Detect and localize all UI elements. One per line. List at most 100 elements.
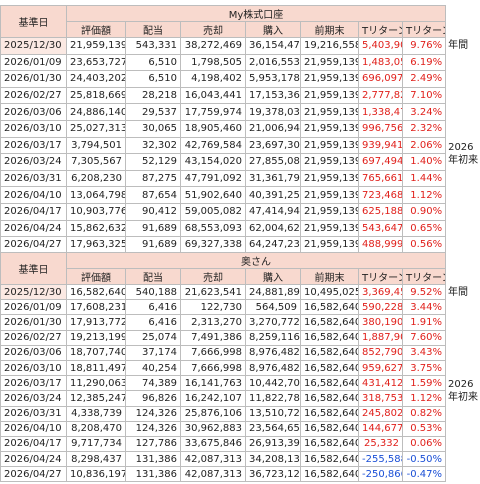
value-cell: 21,959,139 — [300, 70, 359, 88]
value-cell: 21,959,139 — [300, 186, 359, 204]
date-cell: 2026/03/06 — [0, 344, 67, 361]
value-cell: 23,564,652 — [245, 420, 301, 437]
value-cell: 3.43% — [401, 344, 447, 361]
date-cell: 2026/04/10 — [0, 186, 67, 204]
value-cell: 7.60% — [401, 329, 447, 346]
value-cell: 19,216,558 — [300, 37, 359, 55]
data-table: 基準日奥さん評価額配当売却購入前期末TリターンTリターン%2025/12/301… — [0, 252, 480, 483]
title-row: 基準日 奥さん — [0, 252, 480, 285]
data-row: 2026/03/10 18,811,497 40,254 7,666,998 8,976… — [0, 359, 480, 377]
value-cell: 25,027,313 — [66, 119, 126, 138]
value-cell: 21,959,139 — [300, 169, 359, 188]
value-cell: 3,369,452 — [358, 283, 403, 301]
ytd-label-line: 年初来 — [448, 154, 479, 166]
date-cell: 2026/02/27 — [0, 329, 67, 346]
value-cell: 23,653,727 — [66, 53, 126, 72]
value-cell: 1,798,505 — [180, 53, 246, 72]
data-row: 2026/03/06 24,886,140 29,537 17,759,974 19,3… — [0, 103, 480, 121]
value-cell: 131,386 — [125, 466, 181, 483]
value-cell: 2.06% — [401, 136, 447, 155]
data-row: 2026/03/17 3,794,501 32,302 42,769,584 23,69… — [0, 136, 480, 155]
value-cell: 43,154,020 — [180, 153, 246, 171]
value-cell: 96,826 — [125, 390, 181, 407]
date-header: 基準日 — [0, 5, 67, 38]
value-cell: 40,254 — [125, 359, 181, 377]
value-cell: 6,510 — [125, 70, 181, 88]
value-cell: 543,647 — [358, 219, 403, 238]
value-cell: 37,174 — [125, 344, 181, 361]
value-cell: 21,959,139 — [300, 219, 359, 238]
value-cell: 17,913,772 — [66, 314, 126, 331]
value-cell: 2,777,824 — [358, 86, 403, 105]
ytd-label: 2026 年初来 — [446, 54, 480, 253]
data-row: 2025/12/30 21,959,139 543,331 38,272,469 36,… — [0, 37, 480, 55]
date-header: 基準日 — [0, 252, 67, 285]
data-row: 2026/02/27 19,213,199 25,074 7,491,386 8,259… — [0, 329, 480, 346]
data-row: 2026/04/24 8,298,437 131,386 42,087,313 34,2… — [0, 451, 480, 468]
value-cell: 31,361,797 — [245, 169, 301, 188]
date-cell: 2026/04/17 — [0, 435, 67, 453]
value-cell: 0.56% — [401, 236, 447, 254]
data-row: 2026/01/30 17,913,772 6,416 2,313,270 3,270,… — [0, 314, 480, 331]
value-cell: 10,442,709 — [245, 375, 301, 392]
value-cell: 16,582,640 — [66, 283, 126, 301]
value-cell: 19,213,199 — [66, 329, 126, 346]
date-cell: 2026/04/24 — [0, 219, 67, 238]
value-cell: 62,004,628 — [245, 219, 301, 238]
data-row: 2026/04/27 17,963,325 91,689 69,327,338 64,2… — [0, 236, 480, 254]
value-cell: 52,129 — [125, 153, 181, 171]
date-cell: 2026/03/06 — [0, 103, 67, 121]
data-row: 2026/03/10 25,027,313 30,065 18,905,460 21,0… — [0, 119, 480, 138]
data-row: 2026/03/24 12,385,247 96,826 16,242,107 11,8… — [0, 390, 480, 407]
value-cell: 122,730 — [180, 299, 246, 316]
value-cell: 564,509 — [245, 299, 301, 316]
date-cell: 2026/03/24 — [0, 390, 67, 407]
ytd-label-line: 2026 — [448, 141, 474, 153]
data-table: 基準日My株式口座評価額配当売却購入前期末TリターンTリターン%2025/12/… — [0, 5, 480, 254]
value-cell: 24,886,140 — [66, 103, 126, 121]
value-cell: 1.12% — [401, 186, 447, 204]
value-cell: 18,905,460 — [180, 119, 246, 138]
value-cell: 9.76% — [401, 37, 447, 55]
date-cell: 2026/01/09 — [0, 53, 67, 72]
value-cell: 6,510 — [125, 53, 181, 72]
value-cell: 24,881,892 — [245, 283, 301, 301]
value-cell: 47,791,092 — [180, 169, 246, 188]
value-cell: 8,976,482 — [245, 359, 301, 377]
data-row: 2026/04/27 10,836,197 131,386 42,087,313 36,… — [0, 466, 480, 483]
value-cell: -0.47% — [401, 466, 447, 483]
value-cell: 1.12% — [401, 390, 447, 407]
value-cell: 21,959,139 — [300, 153, 359, 171]
column-header: Tリターン% — [401, 268, 447, 285]
date-cell: 2026/02/27 — [0, 86, 67, 105]
value-cell: 30,065 — [125, 119, 181, 138]
value-cell: 11,290,063 — [66, 375, 126, 392]
value-cell: 7,305,567 — [66, 153, 126, 171]
value-cell: 21,959,139 — [66, 37, 126, 55]
data-row: 2026/03/24 7,305,567 52,129 43,154,020 27,85… — [0, 153, 480, 171]
value-cell: 8,259,116 — [245, 329, 301, 346]
value-cell: 431,412 — [358, 375, 403, 392]
value-cell: 0.53% — [401, 420, 447, 437]
value-cell: 59,005,082 — [180, 202, 246, 221]
value-cell: 1,338,479 — [358, 103, 403, 121]
column-header: 配当 — [125, 268, 181, 285]
value-cell: 1,483,050 — [358, 53, 403, 72]
value-cell: 25,074 — [125, 329, 181, 346]
value-cell: 21,623,541 — [180, 283, 246, 301]
value-cell: 765,661 — [358, 169, 403, 188]
data-row: 2026/03/31 4,338,739 124,326 25,876,106 13,5… — [0, 405, 480, 422]
value-cell: 91,689 — [125, 219, 181, 238]
data-row: 2026/04/17 10,903,776 90,412 59,005,082 47,4… — [0, 202, 480, 221]
ytd-label-line: 2026 — [448, 378, 474, 390]
value-cell: 21,959,139 — [300, 136, 359, 155]
value-cell: 625,188 — [358, 202, 403, 221]
value-cell: 8,976,482 — [245, 344, 301, 361]
ytd-label-line: 年初来 — [448, 391, 479, 403]
value-cell: 11,822,787 — [245, 390, 301, 407]
value-cell: 0.06% — [401, 435, 447, 453]
value-cell: 16,141,763 — [180, 375, 246, 392]
value-cell: 10,903,776 — [66, 202, 126, 221]
date-cell: 2026/01/09 — [0, 299, 67, 316]
